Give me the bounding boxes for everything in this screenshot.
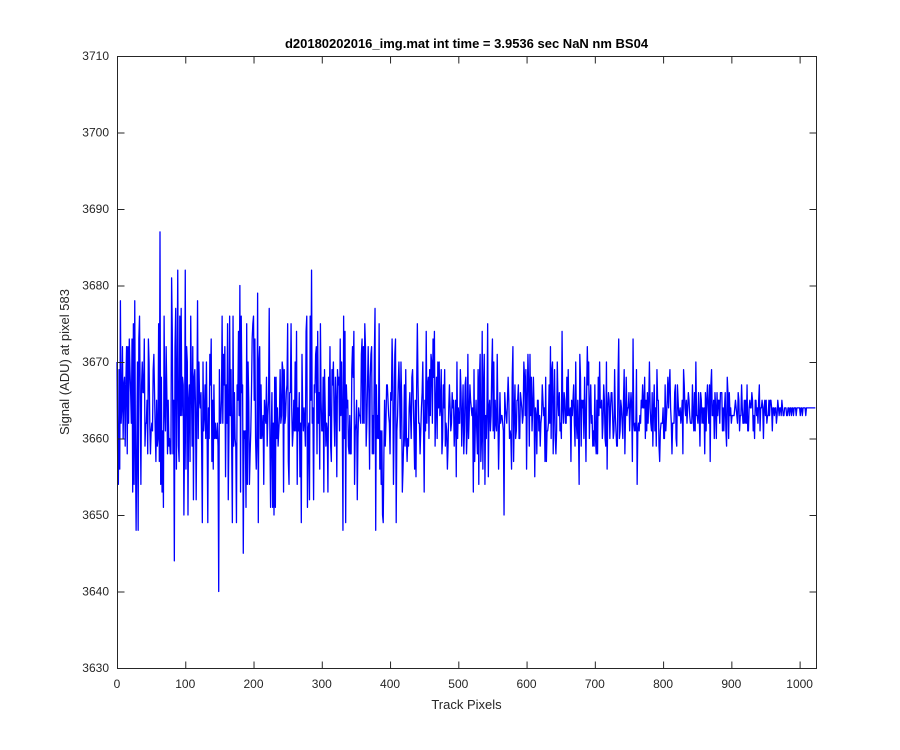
y-tick-label: 3650 (82, 508, 109, 522)
y-tick-label: 3660 (82, 432, 109, 446)
x-tick-label: 100 (175, 677, 195, 691)
y-axis-label: Signal (ADU) at pixel 583 (57, 289, 72, 435)
x-tick-label: 600 (517, 677, 537, 691)
chart-title: d20180202016_img.mat int time = 3.9536 s… (285, 36, 649, 51)
x-tick-label: 700 (585, 677, 605, 691)
y-tick-label: 3680 (82, 279, 109, 293)
ticks-layer: 0 100 200 300 400 500 600 700 800 900 1000 3630 3640… (82, 49, 817, 691)
x-tick-label: 300 (312, 677, 332, 691)
series-line-1 (116, 231, 816, 593)
y-tick-label: 3630 (82, 661, 109, 675)
x-tick-label: 400 (380, 677, 400, 691)
y-tick-label: 3710 (82, 49, 109, 63)
x-tick-label: 0 (114, 677, 121, 691)
y-tick-label: 3700 (82, 126, 109, 140)
x-axis-label: Track Pixels (431, 697, 502, 712)
x-tick-label: 900 (721, 677, 741, 691)
x-tick-label: 1000 (786, 677, 813, 691)
x-tick-label: 200 (244, 677, 264, 691)
y-tick-label: 3640 (82, 585, 109, 599)
y-tick-label: 3690 (82, 202, 109, 216)
x-tick-label: 800 (653, 677, 673, 691)
y-tick-label: 3670 (82, 355, 109, 369)
series-layer (116, 231, 816, 593)
x-tick-label: 500 (448, 677, 468, 691)
